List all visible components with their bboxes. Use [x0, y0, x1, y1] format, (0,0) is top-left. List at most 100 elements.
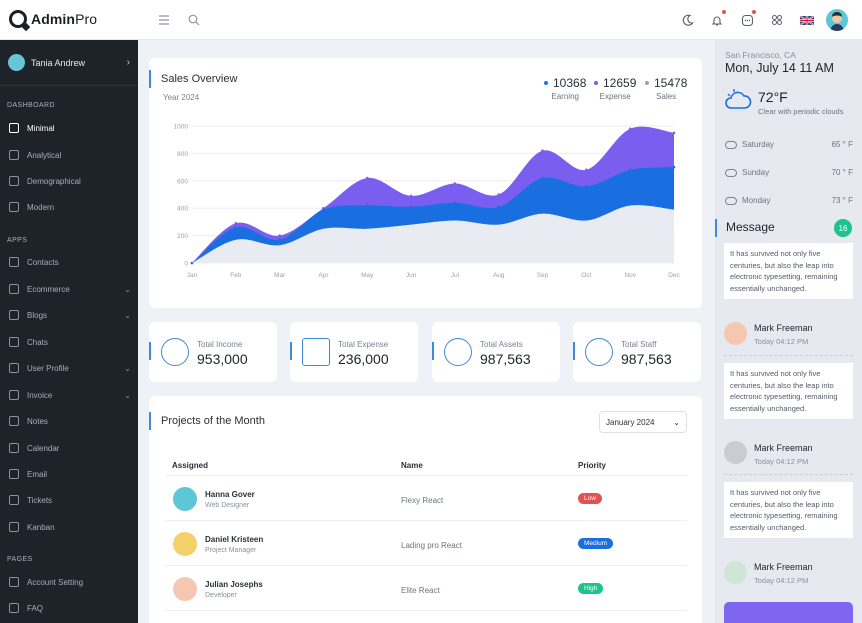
data-point-expense — [365, 176, 369, 180]
message-bubble: It has survived not only five centuries,… — [724, 482, 853, 538]
message-sender: Mark Freeman — [754, 443, 813, 453]
header-priority: Priority — [578, 461, 607, 470]
stat-value: 236,000 — [338, 351, 389, 367]
ecommerce-icon — [9, 284, 19, 294]
app-logo[interactable]: AdminPro — [9, 10, 97, 28]
nav-item-account-setting[interactable]: Account Setting — [9, 575, 131, 589]
tickets-icon — [9, 495, 19, 505]
avatar — [173, 487, 197, 511]
project-name: Lading pro React — [401, 541, 462, 550]
settings-icon — [9, 577, 19, 587]
project-name: Elite React — [401, 586, 440, 595]
x-tick-label: May — [361, 272, 374, 279]
x-tick-label: Oct — [581, 272, 591, 279]
nav-item-kanban[interactable]: Kanban — [9, 520, 131, 534]
nav-item-blogs[interactable]: Blogs ⌄ — [9, 308, 131, 322]
month-select[interactable]: January 2024 ⌄ — [599, 411, 687, 433]
minimal-icon — [9, 123, 19, 133]
stat-label: Total Staff — [621, 340, 657, 349]
message-icon[interactable] — [739, 10, 756, 28]
moon-icon[interactable] — [680, 12, 696, 28]
flag-uk-icon[interactable] — [799, 12, 815, 28]
data-point-expense — [585, 168, 588, 172]
demographical-icon — [9, 176, 19, 186]
search-icon[interactable] — [186, 12, 202, 28]
data-point-expense — [453, 182, 457, 185]
nav-item-modern[interactable]: Modern — [9, 200, 131, 214]
legend-sales: 15478 Sales — [645, 76, 687, 101]
x-tick-label: Jul — [451, 272, 460, 279]
sidebar-user-name: Tania Andrew — [31, 57, 86, 68]
stat-card-staff: Total Staff 987,563 — [573, 322, 701, 382]
priority-badge: Medium — [578, 538, 614, 549]
nav-item-chats[interactable]: Chats — [9, 335, 131, 349]
nav-item-notes[interactable]: Notes — [9, 414, 131, 428]
nav-item-email[interactable]: Email — [9, 467, 131, 481]
email-icon — [9, 469, 19, 479]
nav-item-tickets[interactable]: Tickets — [9, 493, 131, 507]
top-bar: AdminPro — [0, 0, 862, 40]
data-point-expense — [409, 194, 413, 198]
data-point-earning — [278, 238, 281, 242]
assignee-role: Project Manager — [205, 547, 257, 554]
sales-subtitle: Year 2024 — [163, 93, 200, 102]
chevron-down-icon: ⌄ — [124, 310, 131, 320]
legend-earning: 10368 Earning — [544, 76, 586, 101]
card-accent — [149, 412, 151, 430]
message-time: Today 04:12 PM — [754, 576, 809, 585]
x-tick-label: Jun — [406, 272, 417, 279]
logo-icon — [9, 10, 27, 28]
promo-card[interactable] — [724, 602, 853, 623]
assignee-role: Web Designer — [205, 502, 250, 509]
assignee-name: Julian Josephs — [205, 580, 263, 589]
data-point-earning — [497, 205, 501, 209]
menu-icon[interactable] — [156, 12, 172, 28]
forecast-row: Monday 73 ° F — [725, 196, 853, 205]
nav-item-minimal[interactable]: Minimal — [9, 121, 131, 135]
data-point-earning — [322, 208, 325, 211]
avatar — [724, 561, 747, 584]
y-tick-label: 600 — [177, 178, 188, 185]
y-tick-label: 1000 — [174, 124, 189, 131]
user-profile-icon — [9, 363, 19, 373]
staff-icon — [585, 338, 613, 366]
message-time: Today 04:12 PM — [754, 457, 809, 466]
assignee-name: Hanna Gover — [205, 490, 255, 499]
avatar — [724, 322, 747, 345]
y-tick-label: 200 — [177, 233, 188, 240]
user-avatar[interactable] — [826, 9, 848, 31]
data-point-expense — [628, 127, 632, 131]
chats-icon — [9, 337, 19, 347]
nav-section-pages: PAGES — [7, 556, 33, 563]
weather-city: San Francisco, CA — [725, 50, 796, 60]
forecast-row: Sunday 70 ° F — [725, 168, 853, 177]
nav-item-demographical[interactable]: Demographical — [9, 174, 131, 188]
data-point-earning — [672, 165, 676, 169]
nav-item-contacts[interactable]: Contacts — [9, 255, 131, 269]
data-point-earning — [409, 205, 413, 209]
data-point-expense — [234, 221, 238, 225]
bell-icon[interactable] — [709, 10, 726, 28]
weather-date: Mon, July 14 11 AM — [725, 61, 834, 75]
x-tick-label: Dec — [668, 272, 680, 279]
data-point-earning — [541, 176, 544, 180]
nav-item-user-profile[interactable]: User Profile ⌄ — [9, 361, 131, 375]
nav-item-invoice[interactable]: Invoice ⌄ — [9, 388, 131, 402]
cloud-icon — [725, 140, 737, 149]
y-tick-label: 800 — [177, 151, 188, 158]
nav-item-ecommerce[interactable]: Ecommerce ⌄ — [9, 282, 131, 296]
data-point-earning — [628, 168, 632, 172]
invoice-icon — [9, 390, 19, 400]
layers-icon — [302, 338, 330, 366]
data-point-expense — [672, 131, 676, 135]
message-time: Today 04:12 PM — [754, 337, 809, 346]
assignee-name: Daniel Kristeen — [205, 535, 264, 544]
nav-item-analytical[interactable]: Analytical — [9, 148, 131, 162]
sidebar-user[interactable]: Tania Andrew › — [0, 40, 138, 86]
apps-icon[interactable] — [769, 12, 785, 28]
y-tick-label: 0 — [184, 261, 188, 268]
nav-item-faq[interactable]: FAQ — [9, 601, 131, 615]
data-point-expense — [497, 193, 501, 196]
nav-item-calendar[interactable]: Calendar — [9, 441, 131, 455]
chevron-down-icon: ⌄ — [124, 363, 131, 373]
